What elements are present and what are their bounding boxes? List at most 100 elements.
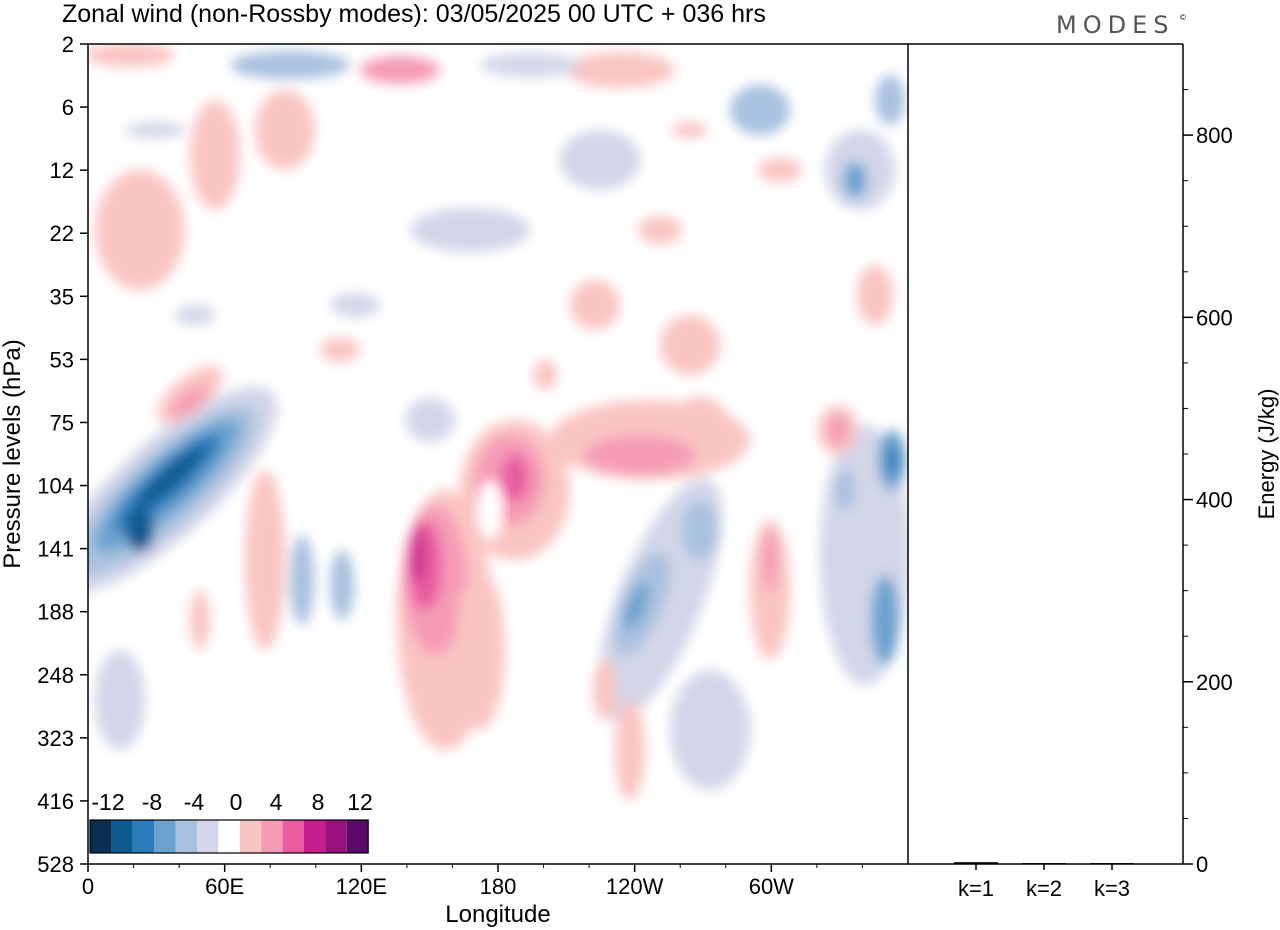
contour-blob bbox=[190, 100, 240, 210]
contour-blob bbox=[360, 56, 440, 84]
colorbar-label: -12 bbox=[91, 789, 124, 815]
colorbar-frame bbox=[89, 819, 369, 854]
contour-blob bbox=[871, 575, 899, 665]
contour-blob bbox=[171, 386, 208, 418]
colorbar-label: 4 bbox=[270, 789, 283, 815]
x-tick-label: 60W bbox=[749, 874, 794, 899]
contour-blob bbox=[843, 162, 867, 198]
contour-blob bbox=[565, 52, 675, 88]
colorbar-swatch bbox=[239, 820, 262, 853]
y-tick-label: 248 bbox=[37, 663, 74, 688]
contour-blob bbox=[875, 75, 905, 125]
contour-blob bbox=[410, 208, 530, 252]
contour-blob bbox=[405, 398, 455, 442]
colorbar-swatch bbox=[325, 820, 347, 853]
contour-blob bbox=[835, 470, 855, 510]
colorbar-swatch bbox=[346, 820, 369, 853]
contour-blob bbox=[593, 660, 617, 720]
colorbar-swatch bbox=[282, 820, 304, 853]
contour-blob bbox=[570, 280, 620, 330]
contour-blob bbox=[670, 670, 750, 790]
energy-bar bbox=[1090, 863, 1134, 865]
y-tick-label: 323 bbox=[37, 726, 74, 751]
y-tick-label: 22 bbox=[50, 221, 74, 246]
y-tick-label: 53 bbox=[50, 347, 74, 372]
heatmap-field bbox=[88, 44, 908, 800]
contour-blob bbox=[660, 315, 720, 375]
colorbar-swatch bbox=[175, 820, 197, 853]
y-tick-label: 12 bbox=[50, 158, 74, 183]
contour-blob bbox=[585, 435, 695, 475]
energy-bar bbox=[954, 862, 998, 864]
contour-blob bbox=[455, 570, 505, 730]
energy-tick-label: 200 bbox=[1196, 670, 1233, 695]
colorbar-swatch bbox=[197, 820, 219, 853]
y-tick-label: 2 bbox=[62, 32, 74, 57]
y-axis-label: Pressure levels (hPa) bbox=[0, 339, 26, 568]
x-tick-label: 0 bbox=[82, 874, 94, 899]
contour-blob bbox=[501, 454, 529, 502]
colorbar-label: -4 bbox=[184, 789, 205, 815]
contour-blob bbox=[623, 582, 649, 630]
energy-axis-label: Energy (J/kg) bbox=[1254, 389, 1279, 520]
bar-category-label: k=2 bbox=[1026, 876, 1062, 901]
contour-gap bbox=[476, 480, 504, 540]
colorbar-label: 0 bbox=[230, 789, 243, 815]
contour-blob bbox=[672, 122, 708, 138]
colorbar-label: 12 bbox=[347, 789, 373, 815]
contour-blob bbox=[230, 51, 350, 79]
contour-blob bbox=[730, 85, 790, 135]
contour-blob bbox=[827, 415, 849, 445]
y-tick-label: 141 bbox=[37, 537, 74, 562]
bar-category-label: k=1 bbox=[958, 876, 994, 901]
contour-blob bbox=[615, 700, 645, 800]
x-axis-label: Longitude bbox=[445, 901, 550, 928]
contour-blob bbox=[190, 590, 210, 650]
contour-blob bbox=[675, 397, 725, 433]
energy-bar bbox=[1022, 863, 1066, 865]
colorbar-swatch bbox=[132, 820, 155, 853]
contour-blob bbox=[125, 122, 185, 138]
contour-blob bbox=[330, 293, 380, 317]
y-tick-label: 75 bbox=[50, 410, 74, 435]
colorbar-swatch bbox=[111, 820, 133, 853]
contour-blob bbox=[857, 265, 893, 325]
contour-blob bbox=[290, 535, 314, 625]
y-tick-label: 104 bbox=[37, 474, 74, 499]
colorbar-swatch bbox=[304, 820, 326, 853]
contour-blob bbox=[412, 527, 424, 583]
contour-blob bbox=[533, 360, 557, 390]
chart-title: Zonal wind (non-Rossby modes): 03/05/202… bbox=[62, 0, 766, 28]
energy-tick-label: 0 bbox=[1196, 852, 1208, 877]
colorbar-label: 8 bbox=[312, 789, 325, 815]
brand-mark: © bbox=[1180, 13, 1186, 22]
y-tick-label: 416 bbox=[37, 789, 74, 814]
contour-blob bbox=[136, 445, 205, 508]
y-tick-label: 188 bbox=[37, 600, 74, 625]
x-tick-label: 60E bbox=[205, 874, 244, 899]
contour-blob bbox=[638, 216, 682, 244]
energy-tick-label: 800 bbox=[1196, 123, 1233, 148]
x-tick-label: 180 bbox=[480, 874, 517, 899]
contour-blob bbox=[560, 130, 640, 190]
bar-category-label: k=3 bbox=[1094, 876, 1130, 901]
energy-tick-label: 600 bbox=[1196, 305, 1233, 330]
contour-blob bbox=[126, 508, 154, 552]
colorbar-label: -8 bbox=[142, 789, 162, 815]
contour-blob bbox=[886, 446, 898, 474]
contour-blob bbox=[95, 650, 145, 750]
colorbar-swatch bbox=[218, 820, 240, 853]
y-tick-label: 528 bbox=[37, 852, 74, 877]
contour-blob bbox=[480, 53, 580, 77]
contour-blob bbox=[88, 44, 175, 67]
y-tick-label: 6 bbox=[62, 95, 74, 120]
contour-blob bbox=[330, 550, 354, 620]
contour-blob bbox=[95, 170, 185, 290]
x-tick-label: 120W bbox=[606, 874, 664, 899]
contour-blob bbox=[762, 530, 778, 590]
colorbar-swatch bbox=[90, 820, 112, 853]
contour-blob bbox=[255, 90, 315, 170]
colorbar-swatch bbox=[154, 820, 176, 853]
colorbar-swatch bbox=[261, 820, 283, 853]
